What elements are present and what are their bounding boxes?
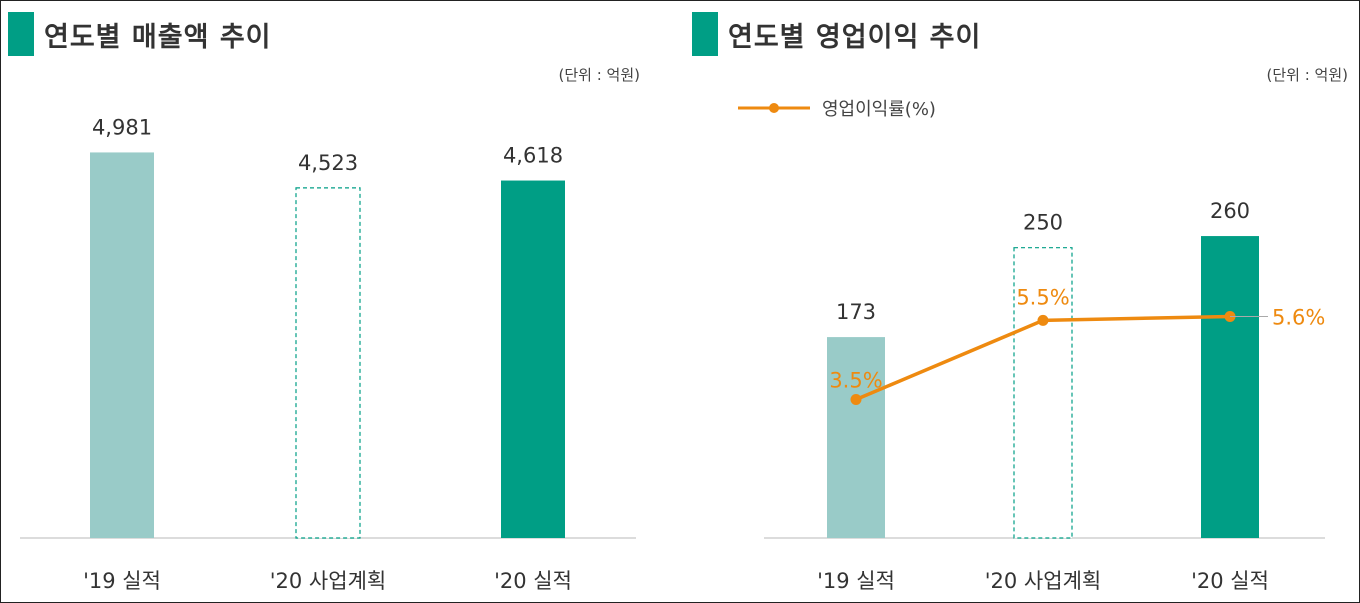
- x-tick-label: '19 실적: [83, 569, 161, 593]
- margin-value-label: 5.6%: [1272, 305, 1325, 329]
- bar-value-label: 173: [836, 300, 876, 324]
- revenue-bar-chart: 4,981 '19 실적 4,523 '20 사업계획 4,618 '20 실적: [20, 115, 636, 593]
- revenue-chart-title: 연도별 매출액 추이: [44, 21, 272, 53]
- title-marker-icon: [692, 12, 718, 56]
- bar-0: [827, 337, 885, 538]
- margin-point-0: [850, 394, 862, 406]
- revenue-title-block: 연도별 매출액 추이: [8, 12, 272, 56]
- margin-value-label: 5.5%: [1016, 285, 1069, 309]
- revenue-panel: 연도별 매출액 추이 (단위 : 억원) 4,981 '19 실적 4,523 '20…: [8, 12, 641, 593]
- profit-title-block: 연도별 영업이익 추이: [692, 12, 981, 56]
- bar-value-label: 4,981: [92, 115, 152, 139]
- profit-combo-chart: 173 '19 실적 250 '20 사업계획 260 '20 실적 영업이익률(%) 3.5…: [738, 99, 1325, 593]
- bar-1: [295, 187, 361, 539]
- x-tick-label: '20 사업계획: [985, 569, 1101, 593]
- x-tick-label: '20 실적: [494, 569, 572, 593]
- margin-value-label: 3.5%: [829, 369, 882, 393]
- bar-value-label: 250: [1023, 211, 1063, 235]
- bar-2: [1201, 236, 1259, 538]
- x-tick-label: '19 실적: [817, 569, 895, 593]
- legend-label: 영업이익률(%): [822, 99, 936, 120]
- legend-marker-icon: [769, 103, 779, 113]
- bar-0: [90, 152, 154, 538]
- bar-1: [1013, 247, 1073, 539]
- x-tick-label: '20 사업계획: [270, 569, 386, 593]
- margin-point-1: [1037, 314, 1049, 326]
- bar-value-label: 4,618: [503, 144, 563, 168]
- profit-chart-title: 연도별 영업이익 추이: [728, 21, 982, 53]
- revenue-unit-label: (단위 : 억원): [558, 66, 641, 84]
- bar-2: [501, 180, 565, 538]
- bar-value-label: 260: [1210, 199, 1250, 223]
- profit-unit-label: (단위 : 억원): [1266, 66, 1349, 84]
- bar-value-label: 4,523: [298, 151, 358, 175]
- profit-panel: 연도별 영업이익 추이 (단위 : 억원) 173 '19 실적 250 '20 사업…: [680, 0, 1360, 603]
- title-marker-icon: [8, 12, 34, 56]
- x-tick-label: '20 실적: [1191, 569, 1269, 593]
